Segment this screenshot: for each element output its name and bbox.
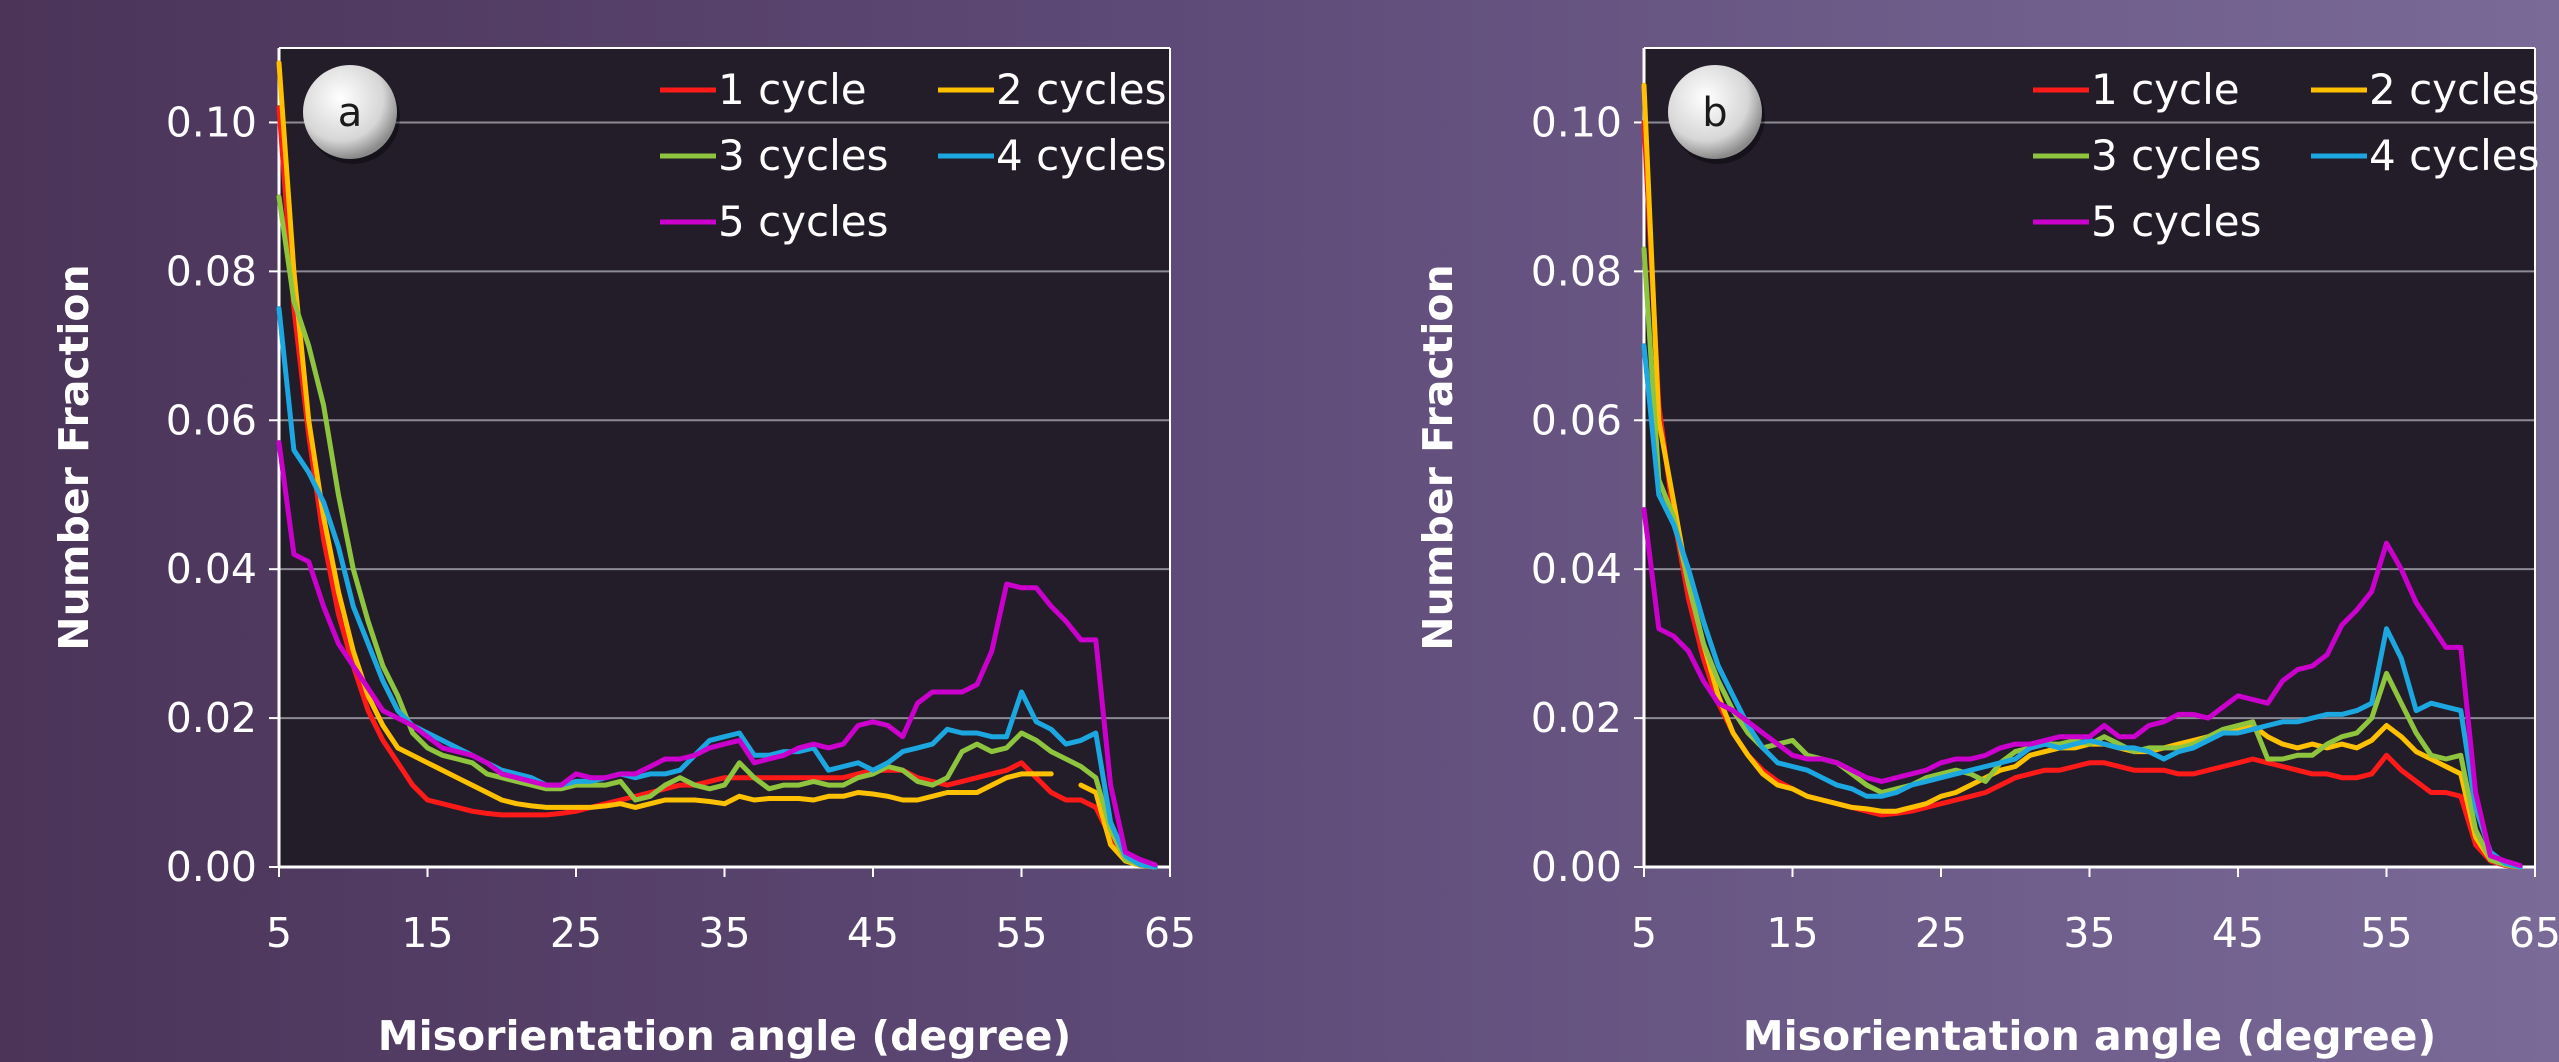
- y-tick-label: 0.04: [166, 545, 257, 593]
- x-tick-label: 25: [550, 909, 602, 957]
- series-line-5-cycles: [276, 440, 1158, 868]
- chart-panel-b: 0.00 0.02 0.04 0.06 0.08 0.10 5 15 25 35 45 55 65 1 c…: [1414, 47, 2559, 1060]
- chart-panel-a: 0.00 0.02 0.04 0.06 0.08 0.10 5 15 25 35 45 55 65 1 c…: [50, 47, 1196, 1060]
- series-line-1-cycle: [276, 105, 1158, 870]
- legend-label: 3 cycles: [2091, 131, 2262, 180]
- x-tick-label: 5: [1631, 909, 1657, 957]
- y-tick-label: 0.02: [166, 694, 257, 742]
- x-tick-label: 25: [1915, 909, 1967, 957]
- y-tick-label: 0.08: [1531, 247, 1622, 295]
- y-tick-label: 0.00: [1531, 843, 1622, 891]
- legend-label: 2 cycles: [2369, 65, 2540, 114]
- legend-label: 5 cycles: [718, 197, 889, 246]
- x-tick-label: 65: [1144, 909, 1196, 957]
- legend-label: 5 cycles: [2091, 197, 2262, 246]
- legend-label: 1 cycle: [718, 65, 867, 114]
- y-tick-label: 0.04: [1531, 545, 1622, 593]
- legend-label: 3 cycles: [718, 131, 889, 180]
- y-tick-label: 0.06: [1531, 396, 1622, 444]
- y-tick-label: 0.00: [166, 843, 257, 891]
- series-line-3-cycles: [276, 194, 1158, 870]
- x-tick-label: 15: [1766, 909, 1818, 957]
- plot-area: [1644, 48, 2535, 867]
- panel-label: b: [1702, 90, 1727, 136]
- legend-label: 2 cycles: [996, 65, 1167, 114]
- y-tick-label: 0.10: [166, 98, 257, 146]
- legend: 1 cycle 2 cycles 3 cycles 4 cycles 5 cycles: [2033, 65, 2540, 246]
- panel-badge: [1668, 65, 1762, 159]
- x-axis-title: Misorientation angle (degree): [1743, 1012, 2436, 1060]
- series-line-4-cycles: [1641, 343, 2523, 870]
- x-tick-label: 15: [401, 909, 453, 957]
- y-axis-title: Number Fraction: [50, 264, 98, 650]
- x-tick-label: 35: [698, 909, 750, 957]
- x-tick-label: 55: [2360, 909, 2412, 957]
- legend-label: 4 cycles: [2369, 131, 2540, 180]
- y-tick-label: 0.10: [1531, 98, 1622, 146]
- y-tick-label: 0.08: [166, 247, 257, 295]
- x-tick-label: 55: [995, 909, 1047, 957]
- panel-label: a: [338, 90, 363, 136]
- legend-label: 1 cycle: [2091, 65, 2240, 114]
- y-axis-title: Number Fraction: [1414, 264, 1462, 650]
- x-tick-label: 5: [266, 909, 292, 957]
- x-tick-label: 45: [2212, 909, 2264, 957]
- series-line-2-cycles: [1641, 82, 2523, 870]
- x-tick-label: 65: [2509, 909, 2559, 957]
- series-line-5-cycles: [1641, 507, 2523, 868]
- x-tick-label: 45: [847, 909, 899, 957]
- y-tick-label: 0.02: [1531, 694, 1622, 742]
- panel-badge: [303, 65, 397, 159]
- x-axis-title: Misorientation angle (degree): [378, 1012, 1071, 1060]
- x-tick-label: 35: [2063, 909, 2115, 957]
- legend-label: 4 cycles: [996, 131, 1167, 180]
- y-tick-label: 0.06: [166, 396, 257, 444]
- legend: 1 cycle 2 cycles 3 cycles 4 cycles 5 cycles: [660, 65, 1167, 246]
